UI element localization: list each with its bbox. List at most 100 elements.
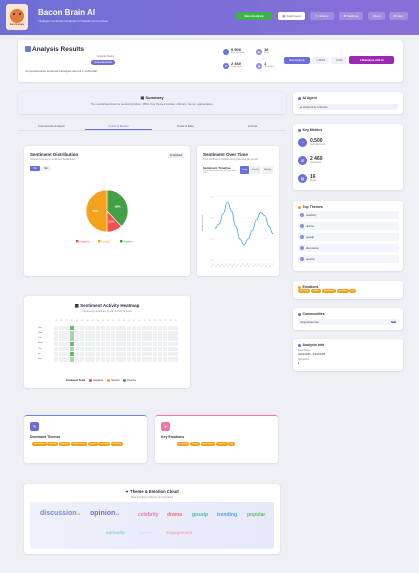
heatmap-cell[interactable] (54, 331, 59, 336)
heatmap-cell[interactable] (142, 351, 147, 357)
heatmap-cell[interactable] (137, 336, 142, 341)
line-point[interactable] (251, 230, 253, 231)
history-button[interactable]: ◷ History (310, 12, 334, 20)
heatmap-cell[interactable] (157, 357, 163, 362)
heatmap-cell[interactable] (59, 331, 64, 336)
heatmap-cell[interactable] (74, 341, 80, 346)
top-theme-item[interactable]: opinion (298, 255, 399, 263)
heatmap-cell[interactable] (69, 326, 74, 331)
export-csv-button[interactable]: ⇩ CSV (331, 57, 347, 64)
heatmap-cell[interactable] (147, 336, 152, 341)
heatmap-cell[interactable] (147, 331, 152, 336)
pie-slice-positive[interactable] (106, 189, 129, 227)
heatmap-cell[interactable] (64, 341, 69, 346)
app-logo[interactable]: BACON BRAIN (6, 4, 28, 30)
tab-posts[interactable]: Posts & Data (177, 124, 194, 128)
heatmap-cell[interactable] (79, 357, 85, 362)
heatmap-cell[interactable] (90, 341, 95, 346)
heatmap-cell[interactable] (64, 357, 69, 362)
heatmap-cell[interactable] (74, 351, 80, 357)
heatmap-cell[interactable] (105, 357, 111, 362)
heatmap-cell[interactable] (173, 357, 178, 362)
heatmap-cell[interactable] (173, 336, 178, 341)
heatmap-cell[interactable] (111, 351, 116, 357)
heatmap-cell[interactable] (147, 346, 152, 352)
heatmap-cell[interactable] (147, 326, 152, 331)
line-point[interactable] (235, 225, 237, 227)
line-point[interactable] (222, 213, 224, 214)
heatmap-cell[interactable] (147, 351, 152, 357)
heatmap-cell[interactable] (95, 341, 100, 346)
heatmap-cell[interactable] (79, 346, 85, 352)
heatmap-cell[interactable] (157, 336, 163, 341)
heatmap-cell[interactable] (90, 357, 95, 362)
heatmap-cell[interactable] (59, 341, 64, 346)
heatmap-cell[interactable] (157, 326, 163, 331)
heatmap-cell[interactable] (95, 346, 100, 352)
heatmap-cell[interactable] (59, 346, 64, 352)
heatmap-cell[interactable] (131, 346, 137, 352)
heatmap-cell[interactable] (59, 326, 64, 331)
heatmap-cell[interactable] (131, 326, 137, 331)
heatmap-cell[interactable] (64, 336, 69, 341)
theme-chip[interactable]: discussion (32, 442, 47, 446)
weekly-toggle[interactable]: Weekly (250, 166, 261, 174)
heatmap-cell[interactable] (90, 331, 95, 336)
heatmap-cell[interactable] (100, 336, 106, 341)
heatmap-cell[interactable] (157, 346, 163, 352)
line-point[interactable] (231, 210, 232, 212)
heatmap-cell[interactable] (121, 346, 126, 352)
heatmap-cell[interactable] (121, 336, 126, 341)
heatmap-cell[interactable] (162, 357, 168, 362)
tab-ai-chat[interactable]: AI Chat (247, 124, 258, 128)
heatmap-cell[interactable] (116, 341, 121, 346)
line-point[interactable] (268, 225, 270, 227)
heatmap-cell[interactable] (74, 346, 80, 352)
heatmap-cell[interactable] (173, 341, 178, 346)
top-theme-item[interactable]: drama (298, 222, 399, 230)
heatmap-cell[interactable] (79, 341, 85, 346)
heatmap-cell[interactable] (157, 351, 163, 357)
heatmap-cell[interactable] (54, 357, 59, 362)
new-analysis-button[interactable]: New Analysis (236, 12, 272, 20)
top-theme-item[interactable]: gossip (298, 233, 399, 241)
heatmap-cell[interactable] (137, 326, 142, 331)
heatmap-cell[interactable] (162, 346, 168, 352)
heatmap-cell[interactable] (168, 351, 173, 357)
heatmap-cell[interactable] (111, 341, 116, 346)
heatmap-cell[interactable] (126, 357, 132, 362)
heatmap-cell[interactable] (116, 351, 121, 357)
heatmap-cell[interactable] (168, 357, 173, 362)
heatmap-cell[interactable] (59, 336, 64, 341)
top-theme-item[interactable]: celebrity (298, 211, 399, 219)
heatmap-cell[interactable] (79, 331, 85, 336)
heatmap-cell[interactable] (152, 331, 157, 336)
new-analysis-action[interactable]: New Analysis (284, 57, 310, 64)
heatmap-cell[interactable] (90, 336, 95, 341)
heatmap-cell[interactable] (111, 357, 116, 362)
heatmap-cell[interactable] (100, 357, 106, 362)
heatmap-cell[interactable] (152, 336, 157, 341)
heatmap-cell[interactable] (64, 346, 69, 352)
heatmap-cell[interactable] (137, 357, 142, 362)
heatmap-cell[interactable] (85, 326, 90, 331)
heatmap-cell[interactable] (100, 326, 106, 331)
emotion-chip[interactable]: humor (310, 289, 322, 293)
cloud-word[interactable]: drama (167, 512, 183, 518)
line-point[interactable] (214, 227, 216, 229)
heatmap-cell[interactable] (90, 346, 95, 352)
about-button[interactable]: About (368, 12, 385, 20)
heatmap-cell[interactable] (85, 346, 90, 352)
reanalyze-ai-button[interactable]: ✦ Reanalyze with AI (349, 56, 394, 64)
heatmap-cell[interactable] (74, 357, 80, 362)
heatmap-cell[interactable] (131, 331, 137, 336)
heatmap-cell[interactable] (142, 341, 147, 346)
theme-chip[interactable]: trending (98, 442, 111, 446)
heatmap-cell[interactable] (131, 341, 137, 346)
top-theme-item[interactable]: discussion (298, 244, 399, 252)
heatmap-cell[interactable] (59, 357, 64, 362)
heatmap-cell[interactable] (116, 326, 121, 331)
heatmap-cell[interactable] (85, 341, 90, 346)
heatmap-cell[interactable] (173, 351, 178, 357)
cloud-word[interactable]: humor (139, 530, 153, 535)
